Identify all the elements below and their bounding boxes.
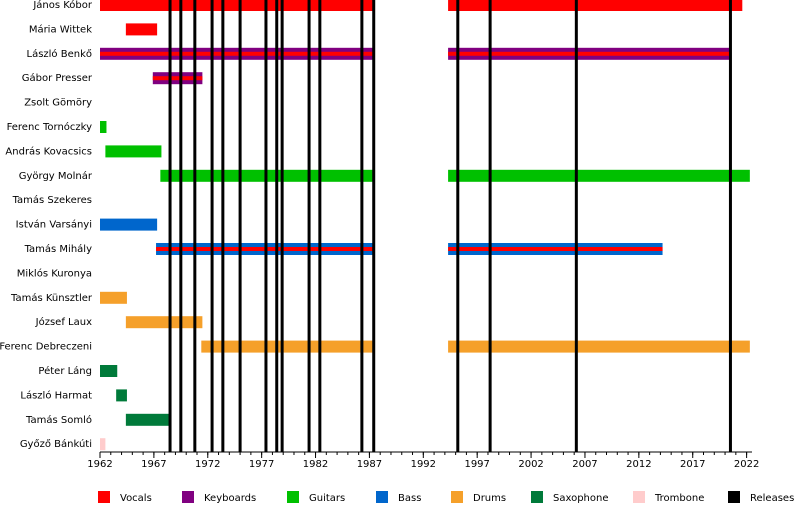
- member-bar: [116, 389, 127, 402]
- legend-label: Bass: [398, 493, 421, 504]
- x-tick-label: 2012: [626, 459, 651, 470]
- x-tick-label: 2002: [518, 459, 543, 470]
- x-tick-label: 2007: [572, 459, 597, 470]
- legend-label: Keyboards: [204, 493, 256, 504]
- x-tick-label: 1987: [357, 459, 382, 470]
- x-tick-label: 1982: [303, 459, 328, 470]
- x-tick-label: 2017: [680, 459, 705, 470]
- member-name: László Harmat: [20, 389, 92, 401]
- member-name: Győző Bánkúti: [20, 438, 92, 450]
- member-name: András Kovacsics: [5, 145, 92, 157]
- member-name: János Kóbor: [32, 0, 93, 11]
- member-name: Gábor Presser: [22, 72, 93, 84]
- legend-swatch: [287, 491, 299, 503]
- member-name: Mária Wittek: [29, 23, 92, 35]
- member-bar: [105, 145, 162, 158]
- member-name: György Molnár: [19, 170, 93, 182]
- member-bar: [125, 23, 158, 36]
- member-name: Tamás Somló: [25, 414, 92, 426]
- member-bar: [100, 0, 374, 11]
- member-bar: [100, 438, 106, 451]
- legend-label: Guitars: [309, 493, 345, 504]
- legend-swatch: [451, 491, 463, 503]
- legend-label: Vocals: [120, 493, 152, 504]
- legend-swatch: [531, 491, 543, 503]
- x-tick-label: 1992: [411, 459, 436, 470]
- member-name: József Laux: [35, 316, 92, 328]
- legend-swatch: [98, 491, 110, 503]
- member-bar: [448, 169, 750, 182]
- member-bar: [125, 316, 203, 329]
- member-bar-stripe: [448, 51, 731, 56]
- member-bar-stripe: [152, 76, 203, 81]
- member-name: Ferenc Tornóczky: [7, 121, 93, 133]
- x-tick-label: 1967: [141, 459, 166, 470]
- legend-swatch: [728, 491, 740, 503]
- legend-swatch: [376, 491, 388, 503]
- legend-label: Saxophone: [553, 493, 609, 504]
- member-name: Ferenc Debreczeni: [0, 342, 92, 353]
- member-name: Zsolt Gömöry: [24, 98, 92, 109]
- legend-label: Drums: [473, 493, 506, 504]
- x-tick-label: 1962: [87, 459, 112, 470]
- member-name: Tamás Mihály: [24, 243, 92, 255]
- member-name: Miklós Kuronya: [17, 267, 92, 279]
- member-bar-stripe: [100, 51, 374, 56]
- member-name: Tamás Künsztler: [10, 292, 93, 304]
- member-bar: [100, 218, 158, 231]
- member-name: László Benkő: [27, 48, 93, 60]
- member-name: Péter Láng: [38, 365, 92, 377]
- legend-label: Trombone: [654, 493, 704, 504]
- member-bar: [100, 365, 118, 377]
- member-bar: [125, 413, 171, 426]
- x-tick-label: 1977: [249, 459, 274, 470]
- member-bar: [448, 340, 750, 353]
- x-tick-label: 1997: [464, 459, 489, 470]
- legend-swatch: [182, 491, 194, 503]
- member-bar: [100, 291, 127, 304]
- member-bar: [201, 340, 374, 353]
- x-tick-label: 2022: [734, 459, 759, 470]
- member-name: Tamás Szekeres: [12, 194, 92, 206]
- member-name: István Varsányi: [16, 219, 92, 231]
- member-bar: [100, 121, 107, 133]
- legend-label: Releases: [750, 493, 794, 504]
- member-bar: [448, 0, 743, 11]
- x-tick-label: 1972: [195, 459, 220, 470]
- legend-swatch: [633, 491, 645, 503]
- member-bar-stripe: [448, 247, 663, 251]
